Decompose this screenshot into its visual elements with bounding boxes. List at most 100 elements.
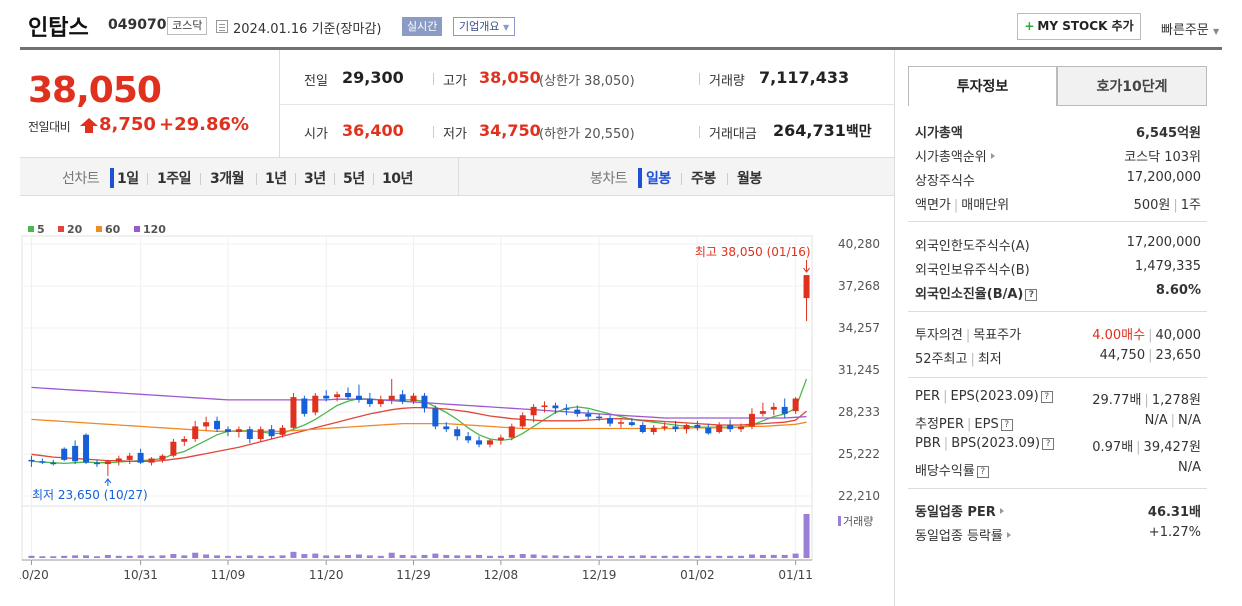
tab-invest-info[interactable]: 투자정보 — [908, 66, 1057, 106]
volume-bar — [355, 554, 362, 558]
volume-bar — [781, 554, 788, 558]
candle-body — [781, 406, 788, 414]
candle-body — [104, 461, 111, 465]
candle-body — [50, 462, 57, 465]
candle-body — [257, 429, 264, 439]
x-tick-label: 11/29 — [396, 568, 431, 582]
row-par-unit: 액면가 | 매매단위 500원 | 1주 — [915, 192, 1201, 214]
ma60-line — [31, 418, 807, 432]
volume-bar — [235, 555, 242, 558]
candle-body — [596, 416, 603, 419]
market-cap-rank-label: 시가총액순위 — [915, 150, 987, 165]
volume-bar — [617, 555, 624, 558]
ma5-line — [31, 378, 808, 465]
pipe-divider: | — [965, 328, 971, 343]
market-cap-label: 시가총액 — [915, 126, 963, 141]
x-tick-label: 10/31 — [123, 568, 158, 582]
section-divider — [908, 311, 1207, 312]
amount-number: 264,731 — [773, 121, 846, 140]
row-est-per-eps: 추정PER | EPS? N/A | N/A — [915, 411, 1201, 433]
tab-daily[interactable]: 일봉 — [646, 171, 671, 187]
chevron-down-icon: ▼ — [502, 23, 510, 32]
row-foreign-limit: 외국인한도주식수(A) 17,200,000 — [915, 233, 1201, 255]
volume-bar — [246, 555, 253, 558]
tab-weekly[interactable]: 주봉 — [691, 171, 716, 187]
pipe-divider: | — [1144, 393, 1149, 408]
high-arrow-head — [803, 267, 810, 273]
volume-bar — [83, 555, 90, 558]
candle-body — [650, 427, 657, 432]
foreign-limit-label: 외국인한도주식수(A) — [915, 239, 1030, 254]
industry-per-label: 동일업종 PER — [915, 505, 996, 520]
price-divider — [279, 50, 280, 158]
y-tick-label: 25,222 — [838, 447, 880, 461]
industry-change-link[interactable]: 동일업종 등락률 — [915, 525, 1011, 544]
volume-bar — [268, 555, 275, 558]
y-tick-label: 28,233 — [838, 405, 880, 419]
selected-tab-marker — [110, 168, 114, 188]
candle-body — [28, 459, 35, 462]
tab-5y[interactable]: 5년 — [343, 171, 365, 187]
add-mystock-button[interactable]: + MY STOCK 추가 — [1017, 13, 1141, 40]
tab-1w[interactable]: 1주일 — [157, 171, 192, 187]
open-value: 36,400 — [342, 121, 404, 140]
tab-1d[interactable]: 1일 — [117, 171, 139, 187]
foreign-ratio-label: 외국인소진율(B/A) — [915, 287, 1024, 302]
tab-ask-10[interactable]: 호가10단계 — [1057, 66, 1207, 106]
help-icon[interactable]: ? — [1025, 289, 1038, 301]
volume-bar — [683, 555, 690, 558]
market-cap-value: 6,545억원 — [1135, 126, 1201, 141]
section-divider — [908, 221, 1207, 222]
eps-label: EPS(2023.09) — [950, 389, 1039, 404]
volume-bar — [410, 555, 417, 558]
help-icon[interactable]: ? — [1042, 438, 1055, 450]
help-icon[interactable]: ? — [1040, 391, 1053, 403]
candle-body — [366, 398, 373, 405]
volume-bar — [574, 555, 581, 558]
tab-3y[interactable]: 3년 — [304, 171, 326, 187]
row-foreign-ratio: 외국인소진율(B/A)? 8.60% — [915, 281, 1201, 303]
candle-body — [421, 395, 428, 409]
volume-bar — [563, 555, 570, 558]
realtime-button[interactable]: 실시간 — [402, 17, 443, 36]
tab-10y[interactable]: 10년 — [382, 171, 413, 187]
ma-legend-label: 120 — [143, 223, 166, 236]
pipe-divider: | — [943, 389, 948, 404]
volume-bar — [476, 554, 483, 558]
volume-bar — [279, 555, 286, 558]
row-market-cap-rank: 시가총액순위 코스닥 103위 — [915, 144, 1201, 166]
tab-3m[interactable]: 3개월 — [210, 171, 245, 187]
tab-1y[interactable]: 1년 — [265, 171, 287, 187]
par-value: 500원 — [1133, 198, 1171, 213]
help-icon[interactable]: ? — [1000, 419, 1013, 431]
est-per-label: 추정PER — [915, 417, 965, 432]
volume-bar — [432, 553, 439, 558]
tab-monthly[interactable]: 월봉 — [737, 171, 762, 187]
candle-body — [72, 445, 79, 462]
dividend-value: N/A — [1178, 460, 1201, 475]
quick-order-dropdown[interactable]: 빠른주문 ▼ — [1161, 19, 1219, 38]
volume-bar — [290, 551, 297, 558]
candle-body — [639, 425, 646, 432]
unit-value: 1주 — [1180, 198, 1201, 213]
company-overview-dropdown[interactable]: 기업개요 ▼ — [453, 17, 516, 36]
row-industry-per: 동일업종 PER 46.31배 — [915, 499, 1201, 521]
tab-separator — [681, 173, 682, 185]
row-foreign-hold: 외국인보유주식수(B) 1,479,335 — [915, 257, 1201, 279]
ma-legend-swatch — [96, 226, 102, 232]
market-cap-rank-link[interactable]: 시가총액순위 — [915, 146, 995, 165]
w52-low-label: 최저 — [977, 352, 1002, 367]
volume-bar — [727, 555, 734, 558]
volume-bar — [377, 555, 384, 558]
quote-separator — [699, 126, 700, 138]
volume-bar — [388, 552, 395, 558]
target-label: 목표주가 — [973, 328, 1022, 343]
candle-body — [148, 458, 155, 463]
est-per-value: N/A — [1144, 413, 1168, 428]
help-icon[interactable]: ? — [976, 466, 989, 478]
stock-chart[interactable]: 40,280 37,268 34,257 31,245 28,233 25,222 22,2… — [20, 196, 894, 606]
candle-body — [355, 395, 362, 400]
industry-per-link[interactable]: 동일업종 PER — [915, 501, 1004, 520]
y-tick-label: 31,245 — [838, 363, 880, 377]
row-per-eps: PER | EPS(2023.09)? 29.77배 | 1,278원 — [915, 387, 1201, 409]
